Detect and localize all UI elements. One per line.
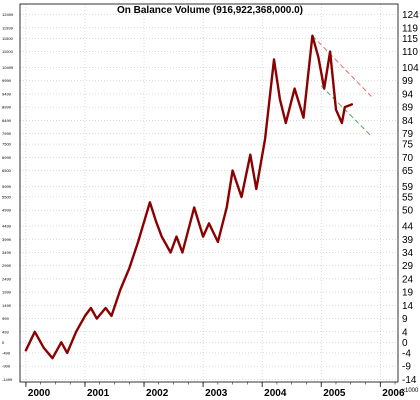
tick-label-layer: 124 12499 119 11999 115 11500 110 11000 104 10499… <box>2 10 419 399</box>
y-tick-left: 3999 <box>2 237 12 242</box>
x-tick-label: 2000 <box>28 388 51 399</box>
y-tick-right: 14 <box>402 301 414 312</box>
y-tick-left: 999 <box>2 316 9 321</box>
y-tick-left: 4499 <box>2 224 12 229</box>
y-tick-left: 10499 <box>2 65 14 70</box>
y-tick-right: 4 <box>402 327 408 338</box>
chart-title: On Balance Volume (916,922,368,000.0) <box>117 5 303 16</box>
y-tick-right: 94 <box>402 89 414 100</box>
y-tick-right: 55 <box>402 192 414 203</box>
trendline-layer <box>312 35 372 137</box>
y-tick-right: 99 <box>402 76 414 87</box>
y-tick-right: 59 <box>402 182 414 193</box>
y-tick-right: 34 <box>402 248 414 259</box>
unit-label: x1000 <box>402 388 419 394</box>
plot-frame <box>19 3 399 383</box>
y-tick-left: 7999 <box>2 131 12 136</box>
x-tick-label: 2002 <box>146 388 169 399</box>
y-tick-left: 12499 <box>2 12 14 17</box>
x-tick-label: 2004 <box>264 388 287 399</box>
y-tick-right: 39 <box>402 235 414 246</box>
axis-layer <box>19 3 399 387</box>
y-tick-right: 65 <box>402 166 414 177</box>
y-tick-right: 110 <box>402 47 418 58</box>
y-tick-left: 1999 <box>2 290 12 295</box>
y-tick-right: 29 <box>402 261 414 272</box>
y-tick-left: 8499 <box>2 118 12 123</box>
y-tick-right: 84 <box>402 116 414 127</box>
y-tick-left: 1499 <box>2 303 12 308</box>
y-tick-left: 11000 <box>2 49 14 54</box>
y-tick-right: 0 <box>402 338 408 349</box>
y-tick-right: 9 <box>402 314 408 325</box>
y-tick-right: 79 <box>402 129 414 140</box>
grid-layer <box>20 4 398 382</box>
y-tick-left: 6999 <box>2 155 12 160</box>
y-tick-left: -999 <box>2 364 11 369</box>
y-tick-right: 50 <box>402 206 414 217</box>
y-tick-right: 115 <box>402 34 418 45</box>
y-tick-right: 104 <box>402 63 419 74</box>
x-tick-label: 2005 <box>323 388 346 399</box>
y-tick-right: -4 <box>402 348 411 359</box>
y-tick-right: 75 <box>402 140 414 151</box>
y-tick-left: 6500 <box>2 168 12 173</box>
y-tick-left: 0 <box>2 340 5 345</box>
y-tick-right: -9 <box>402 362 411 373</box>
y-tick-right: -14 <box>402 375 417 386</box>
y-tick-left: -1499 <box>2 377 13 382</box>
y-tick-right: 19 <box>402 288 414 299</box>
y-tick-right: 119 <box>402 23 418 34</box>
y-tick-right: 44 <box>402 222 414 233</box>
y-tick-left: 11500 <box>2 36 14 41</box>
y-tick-left: 3499 <box>2 250 12 255</box>
y-tick-left: 4999 <box>2 208 12 213</box>
y-tick-right: 24 <box>402 274 414 285</box>
y-tick-left: 8999 <box>2 105 12 110</box>
y-tick-left: 499 <box>2 329 9 334</box>
x-tick-label: 2001 <box>87 388 110 399</box>
y-tick-left: 11999 <box>2 25 14 30</box>
obv-series-line <box>24 34 354 360</box>
x-tick-label: 2006 <box>382 388 405 399</box>
y-tick-left: 7500 <box>2 142 12 147</box>
y-tick-left: 2499 <box>2 276 12 281</box>
y-tick-left: -499 <box>2 350 11 355</box>
y-tick-left: 9999 <box>2 78 12 83</box>
y-tick-right: 124 <box>402 10 419 21</box>
y-tick-left: 2999 <box>2 263 12 268</box>
trendline <box>312 35 372 97</box>
y-tick-left: 9499 <box>2 91 12 96</box>
trendline <box>320 85 372 137</box>
y-tick-left: 5500 <box>2 194 12 199</box>
y-tick-right: 70 <box>402 153 414 164</box>
y-tick-right: 89 <box>402 103 414 114</box>
y-tick-left: 5999 <box>2 184 12 189</box>
x-tick-label: 2003 <box>205 388 228 399</box>
series-layer <box>24 34 354 360</box>
